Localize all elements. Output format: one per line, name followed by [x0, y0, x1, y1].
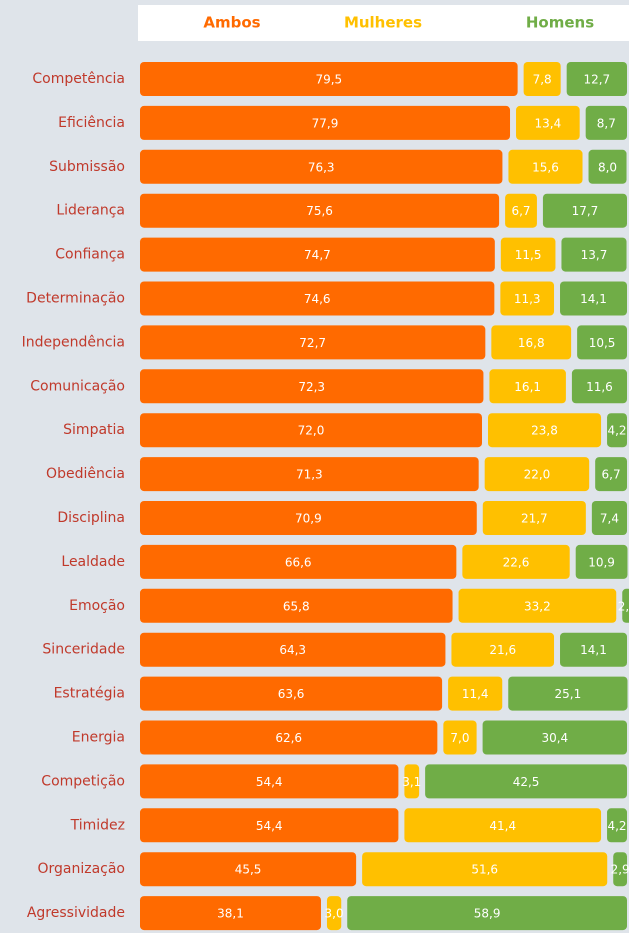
value-label: 14,1 — [580, 643, 607, 657]
value-label: 11,5 — [515, 248, 542, 262]
value-label: 17,7 — [572, 204, 599, 218]
value-label: 10,9 — [588, 555, 615, 569]
value-label: 8,0 — [598, 160, 617, 174]
value-label: 54,4 — [256, 775, 283, 789]
value-label: 76,3 — [308, 160, 335, 174]
category-label: Simpatia — [63, 422, 125, 438]
value-label: 72,7 — [299, 336, 326, 350]
value-label: 14,1 — [580, 292, 607, 306]
value-label: 70,9 — [295, 512, 322, 526]
value-label: 64,3 — [279, 643, 306, 657]
category-label: Estratégia — [54, 686, 125, 702]
value-label: 10,5 — [589, 336, 616, 350]
value-label: 7,8 — [533, 73, 552, 87]
value-label: 11,4 — [462, 687, 489, 701]
value-label: 21,7 — [521, 512, 548, 526]
category-label: Timidez — [70, 817, 125, 833]
value-label: 38,1 — [217, 907, 244, 921]
value-label: 45,5 — [235, 863, 262, 877]
category-label: Sinceridade — [42, 642, 125, 658]
category-label: Organização — [37, 861, 125, 877]
value-label: 74,6 — [304, 292, 331, 306]
value-label: 62,6 — [275, 731, 302, 745]
value-label: 71,3 — [296, 468, 323, 482]
value-label: 54,4 — [256, 819, 283, 833]
category-label: Comunicação — [30, 378, 125, 394]
value-label: 65,8 — [283, 599, 310, 613]
category-label: Eficiência — [58, 115, 125, 131]
value-label: 7,0 — [450, 731, 469, 745]
value-label: 75,6 — [306, 204, 333, 218]
value-label: 51,6 — [471, 863, 498, 877]
value-label: 72,3 — [298, 380, 325, 394]
value-label: 16,1 — [514, 380, 541, 394]
category-label: Energia — [72, 730, 125, 746]
value-label: 8,7 — [597, 116, 616, 130]
value-label: 72,0 — [298, 424, 325, 438]
value-label: 22,0 — [524, 468, 551, 482]
value-label: 77,9 — [312, 116, 339, 130]
category-label: Competição — [41, 773, 125, 789]
value-label: 3,1 — [402, 775, 421, 789]
value-label: 4,2 — [607, 424, 626, 438]
value-label: 2,9 — [611, 863, 629, 877]
value-label: 58,9 — [474, 907, 501, 921]
legend-entry: Homens — [526, 14, 594, 32]
value-label: 6,7 — [602, 468, 621, 482]
value-label: 42,5 — [513, 775, 540, 789]
value-label: 13,4 — [534, 116, 561, 130]
legend-entry: Mulheres — [344, 14, 422, 32]
value-label: 25,1 — [555, 687, 582, 701]
value-label: 7,4 — [600, 512, 619, 526]
legend-entry: Ambos — [203, 14, 260, 32]
value-label: 13,7 — [581, 248, 608, 262]
value-label: 33,2 — [524, 599, 551, 613]
category-label: Liderança — [56, 203, 125, 219]
value-label: 66,6 — [285, 555, 312, 569]
value-label: 22,6 — [503, 555, 530, 569]
value-label: 74,7 — [304, 248, 331, 262]
value-label: 15,6 — [532, 160, 559, 174]
value-label: 30,4 — [541, 731, 568, 745]
category-label: Determinação — [26, 291, 125, 307]
value-label: 11,3 — [514, 292, 541, 306]
category-label: Independência — [22, 334, 125, 350]
category-label: Emoção — [69, 598, 125, 614]
category-label: Agressividade — [27, 905, 125, 921]
category-label: Lealdade — [61, 554, 125, 570]
category-label: Disciplina — [57, 510, 125, 526]
value-label: 79,5 — [315, 73, 342, 87]
value-label: 16,8 — [518, 336, 545, 350]
chart: Ambos Mulheres Homens Competência 79,5 7,8 12,… — [0, 0, 629, 933]
value-label: 21,6 — [489, 643, 516, 657]
category-label: Competência — [32, 71, 125, 87]
category-label: Obediência — [46, 466, 125, 482]
value-label: 2,1 — [618, 599, 629, 613]
value-label: 4,2 — [607, 819, 626, 833]
category-label: Confiança — [55, 247, 125, 263]
value-label: 12,7 — [583, 73, 610, 87]
value-label: 11,6 — [586, 380, 613, 394]
category-label: Submissão — [49, 159, 125, 175]
value-label: 41,4 — [489, 819, 516, 833]
value-label: 6,7 — [511, 204, 530, 218]
value-label: 3,0 — [325, 907, 344, 921]
value-label: 23,8 — [531, 424, 558, 438]
value-label: 63,6 — [278, 687, 305, 701]
